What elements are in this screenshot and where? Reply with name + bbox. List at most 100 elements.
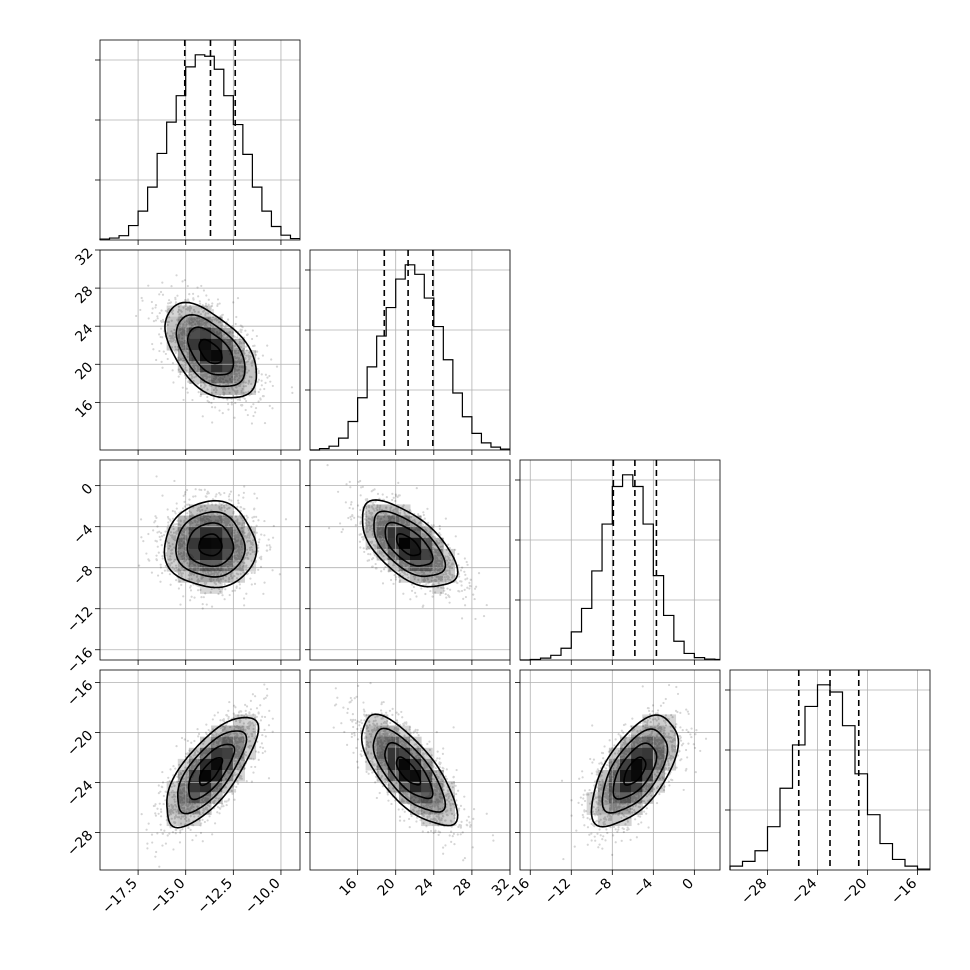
sample-point: [454, 548, 457, 551]
sample-point: [224, 571, 227, 574]
sample-point: [193, 754, 196, 757]
sample-point: [389, 509, 392, 512]
sample-point: [263, 387, 266, 391]
sample-point: [341, 528, 345, 531]
sample-point: [178, 763, 181, 766]
density-block: [188, 814, 201, 827]
sample-point: [227, 331, 230, 334]
density-block: [387, 747, 400, 760]
sample-point: [400, 561, 403, 564]
sample-point: [435, 799, 439, 802]
sample-point: [238, 365, 241, 368]
sample-point: [198, 755, 202, 759]
sample-point: [395, 556, 399, 559]
sample-point: [197, 565, 201, 568]
sample-point: [183, 560, 186, 563]
sample-point: [177, 336, 181, 340]
sample-point: [447, 561, 450, 564]
sample-point: [231, 525, 234, 528]
sample-point: [171, 831, 175, 834]
sample-point: [216, 333, 219, 336]
sample-point: [196, 805, 199, 808]
sample-point: [432, 524, 435, 527]
sample-point: [332, 726, 335, 729]
sample-point: [235, 373, 238, 376]
sample-point: [380, 521, 383, 524]
sample-point: [225, 569, 228, 572]
sample-point: [237, 725, 240, 729]
sample-point: [381, 748, 384, 751]
sample-point: [240, 404, 243, 407]
sample-point: [238, 557, 241, 560]
sample-point: [400, 560, 403, 563]
sample-point: [398, 519, 401, 522]
sample-point: [162, 794, 165, 798]
sample-point: [237, 741, 240, 744]
sample-point: [211, 733, 214, 736]
sample-point: [385, 548, 389, 551]
sample-point: [239, 324, 242, 327]
sample-point: [460, 589, 464, 593]
sample-point: [428, 539, 431, 543]
sample-point: [213, 382, 216, 385]
sample-point: [232, 774, 235, 777]
sample-point: [188, 563, 192, 566]
sample-point: [177, 305, 181, 308]
sample-point: [431, 543, 434, 547]
density-block: [222, 548, 234, 561]
sample-point: [204, 752, 207, 755]
sample-point: [416, 801, 420, 804]
sample-point: [184, 321, 187, 324]
density-block: [211, 515, 223, 528]
sample-point: [392, 582, 395, 585]
sample-point: [434, 561, 437, 564]
sample-point: [345, 483, 348, 486]
sample-point: [180, 363, 183, 367]
sample-point: [224, 741, 227, 744]
sample-point: [225, 523, 228, 527]
sample-point: [202, 374, 205, 377]
sample-point: [230, 575, 233, 578]
sample-point: [247, 379, 251, 382]
sample-point: [218, 516, 221, 520]
sample-point: [200, 393, 203, 396]
sample-point: [191, 330, 195, 333]
sample-point: [205, 581, 208, 585]
sample-point: [150, 833, 154, 836]
sample-point: [201, 607, 204, 610]
sample-point: [464, 573, 467, 576]
sample-point: [254, 353, 258, 356]
sample-point: [167, 521, 170, 524]
sample-point: [223, 392, 226, 395]
sample-point: [184, 816, 188, 819]
sample-point: [204, 751, 208, 754]
sample-point: [375, 567, 378, 570]
sample-point: [371, 502, 374, 505]
density-block: [432, 571, 444, 583]
sample-point: [254, 406, 258, 410]
sample-point: [177, 810, 180, 813]
sample-point: [380, 758, 384, 761]
sample-point: [205, 566, 208, 569]
sample-point: [237, 737, 241, 740]
sample-point: [188, 760, 191, 763]
sample-point: [250, 382, 253, 386]
sample-point: [211, 330, 214, 333]
sample-point: [360, 486, 363, 489]
sample-point: [233, 355, 236, 358]
sample-point: [403, 810, 406, 813]
sample-point: [235, 724, 239, 728]
sample-point: [257, 712, 260, 715]
sample-point: [193, 318, 196, 321]
sample-point: [379, 740, 382, 743]
sample-point: [146, 842, 149, 845]
density-block: [620, 781, 632, 793]
density-block: [631, 781, 643, 793]
sample-point: [181, 545, 184, 548]
sample-point: [357, 766, 360, 769]
sample-point: [208, 327, 211, 331]
sample-point: [448, 569, 451, 572]
sample-point: [194, 566, 197, 570]
sample-point: [180, 333, 183, 336]
sample-point: [426, 540, 430, 543]
